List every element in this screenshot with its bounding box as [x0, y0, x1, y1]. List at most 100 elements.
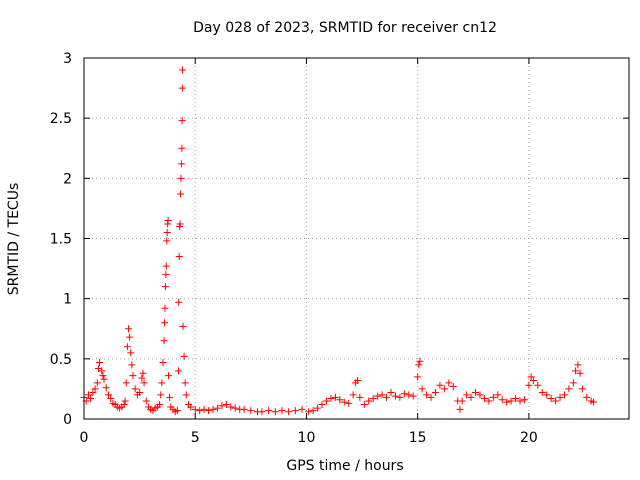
- data-point: [175, 367, 183, 375]
- data-point: [179, 322, 187, 330]
- data-point: [314, 404, 322, 412]
- data-point: [529, 376, 537, 384]
- data-point: [520, 396, 528, 404]
- data-point: [463, 391, 471, 399]
- data-point: [574, 361, 582, 369]
- data-point: [166, 393, 174, 401]
- y-tick-label: 1.5: [50, 232, 72, 248]
- data-point: [354, 376, 362, 384]
- data-point: [200, 405, 208, 413]
- y-tick-label: 0: [63, 412, 72, 428]
- data-point: [489, 393, 497, 401]
- data-point: [161, 304, 169, 312]
- data-point: [340, 398, 348, 406]
- data-point: [126, 333, 134, 341]
- data-point: [516, 397, 524, 405]
- data-point: [162, 262, 170, 270]
- data-point: [177, 174, 185, 182]
- data-point: [485, 397, 493, 405]
- data-point: [278, 407, 286, 415]
- data-point: [180, 352, 188, 360]
- data-point: [583, 393, 591, 401]
- data-point: [205, 407, 213, 415]
- data-point: [578, 385, 586, 393]
- data-point: [177, 190, 185, 198]
- data-point: [129, 372, 137, 380]
- y-axis-label: SRMTID / TECUs: [6, 183, 22, 296]
- data-point: [160, 337, 168, 345]
- data-point: [589, 398, 597, 406]
- data-point: [121, 397, 129, 405]
- data-point: [104, 391, 112, 399]
- data-point: [418, 385, 426, 393]
- data-point: [349, 391, 357, 399]
- data-points: [80, 66, 597, 416]
- data-point: [240, 405, 248, 413]
- data-point: [178, 84, 186, 92]
- data-point: [96, 358, 104, 366]
- data-point: [124, 325, 132, 333]
- data-point: [84, 391, 92, 399]
- data-point: [162, 271, 170, 279]
- data-point: [525, 381, 533, 389]
- data-point: [331, 393, 339, 401]
- data-point: [538, 389, 546, 397]
- data-point: [140, 379, 148, 387]
- data-point: [427, 393, 435, 401]
- data-point: [445, 379, 453, 387]
- data-point: [222, 401, 230, 409]
- data-point: [191, 405, 199, 413]
- data-point: [400, 390, 408, 398]
- data-point: [196, 407, 204, 415]
- data-point: [163, 237, 171, 245]
- data-point: [285, 408, 293, 416]
- data-point: [173, 407, 181, 415]
- data-point: [187, 403, 195, 411]
- x-tick-label: 15: [409, 430, 427, 446]
- data-point: [369, 395, 377, 403]
- data-point: [569, 379, 577, 387]
- data-point: [127, 349, 135, 357]
- data-point: [218, 402, 226, 410]
- data-point: [128, 361, 136, 369]
- data-point: [336, 396, 344, 404]
- grid: [84, 58, 629, 419]
- data-point: [572, 367, 580, 375]
- chart-title: Day 028 of 2023, SRMTID for receiver cn1…: [193, 20, 497, 36]
- data-point: [456, 405, 464, 413]
- axis-ticks: 0 5 10 15 20 0 0.5 1 1.5 2 2.5 3: [50, 51, 629, 446]
- data-point: [467, 393, 475, 401]
- data-point: [440, 385, 448, 393]
- data-point: [161, 319, 169, 327]
- data-point: [396, 393, 404, 401]
- data-point: [565, 385, 573, 393]
- data-point: [157, 391, 165, 399]
- data-point: [378, 391, 386, 399]
- data-point: [156, 401, 164, 409]
- y-tick-label: 2: [63, 171, 72, 187]
- x-tick-label: 5: [191, 430, 200, 446]
- data-point: [213, 404, 221, 412]
- data-point: [458, 397, 466, 405]
- data-point: [181, 379, 189, 387]
- data-point: [431, 389, 439, 397]
- data-point: [138, 374, 146, 382]
- data-point: [265, 407, 273, 415]
- data-point: [498, 396, 506, 404]
- data-point: [131, 385, 139, 393]
- data-point: [175, 253, 183, 261]
- data-point: [365, 397, 373, 405]
- x-tick-label: 20: [520, 430, 538, 446]
- data-point: [480, 395, 488, 403]
- data-point: [89, 389, 97, 397]
- data-point: [543, 391, 551, 399]
- data-point: [107, 395, 115, 403]
- data-point: [178, 144, 186, 152]
- data-point: [327, 395, 335, 403]
- data-point: [161, 283, 169, 291]
- data-point: [512, 395, 520, 403]
- y-tick-label: 3: [63, 51, 72, 67]
- data-point: [159, 358, 167, 366]
- data-point: [87, 395, 95, 403]
